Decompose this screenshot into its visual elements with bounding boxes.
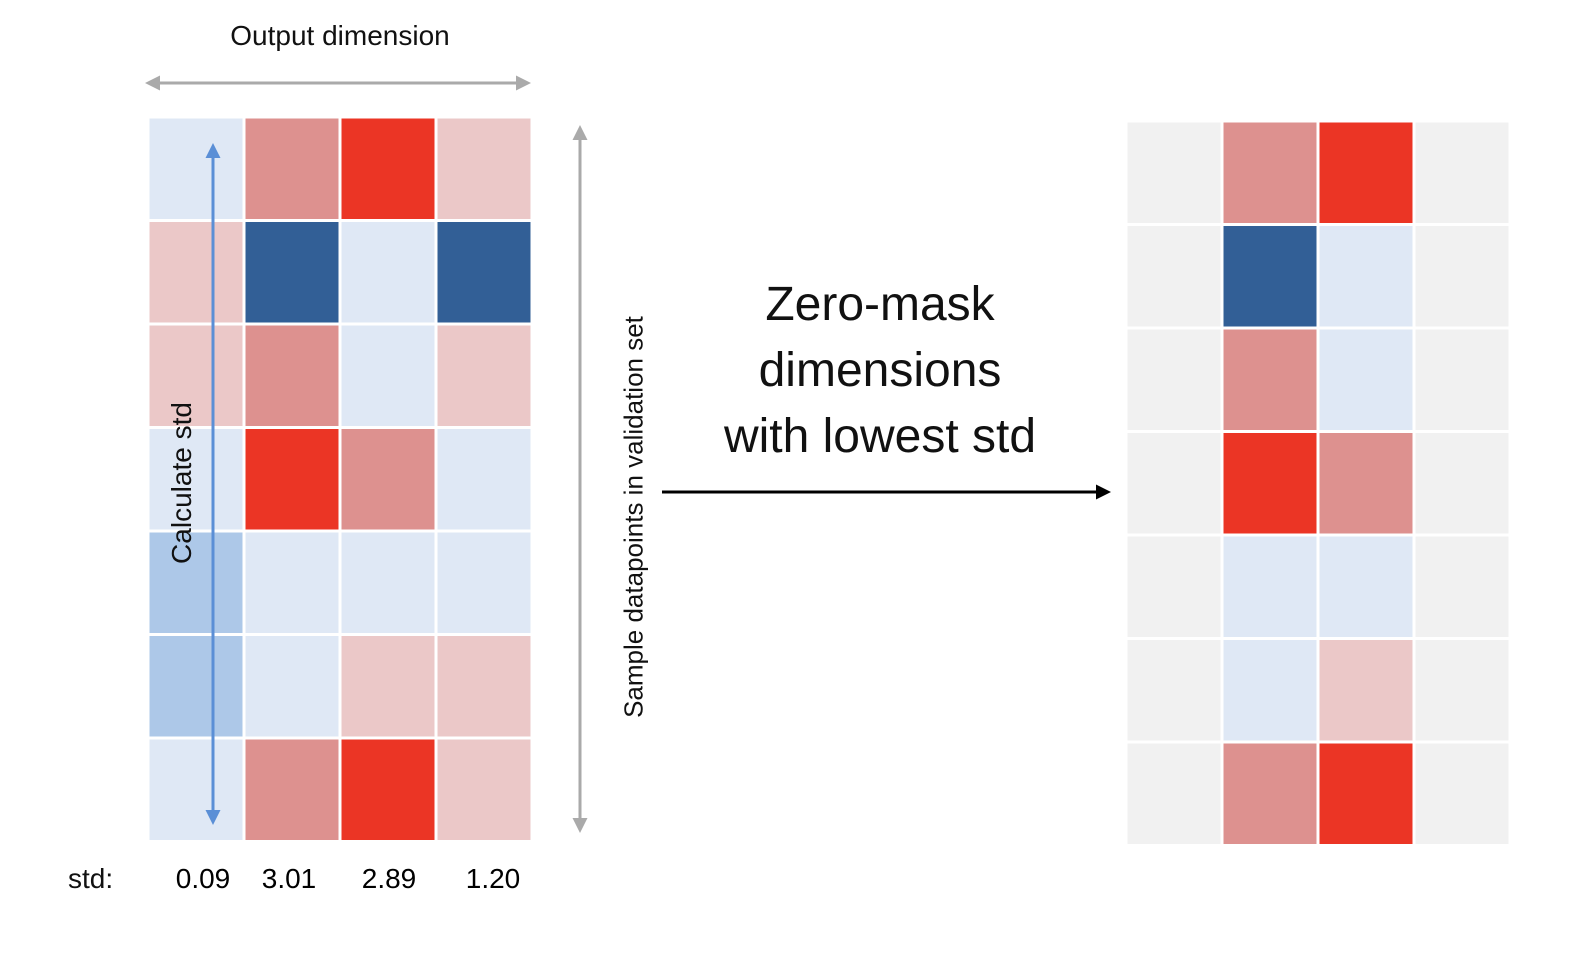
left-matrix-cell-r0-c1 (242, 115, 342, 222)
right-matrix-cell-r1-c2 (1316, 223, 1416, 330)
right-matrix-cell-r4-c1 (1220, 533, 1320, 640)
std-value-2: 2.89 (361, 863, 417, 894)
left-matrix-cell-r1-c1 (242, 219, 342, 326)
right-matrix-cell-r6-c1 (1220, 740, 1320, 847)
right-matrix-cell-r3-c1 (1220, 430, 1320, 537)
left-matrix-cell-r3-c3 (434, 426, 534, 533)
left-matrix-cell-r2-c1 (242, 322, 342, 429)
right-matrix-cell-r6-c2 (1316, 740, 1416, 847)
left-matrix-cell-r0-c0 (146, 115, 246, 222)
left-matrix-cell-r4-c1 (242, 529, 342, 636)
right-matrix-cell-r0-c0 (1124, 119, 1224, 226)
right-matrix (1124, 119, 1512, 847)
left-matrix-cell-r5-c0 (146, 633, 246, 740)
right-matrix-cell-r2-c2 (1316, 326, 1416, 433)
output-dimension-label: Output dimension (230, 20, 450, 51)
left-matrix-cell-r2-c3 (434, 322, 534, 429)
right-matrix-cell-r2-c3 (1412, 326, 1512, 433)
zero-mask-label-line-2: dimensions (758, 344, 1002, 397)
right-matrix-cell-r4-c3 (1412, 533, 1512, 640)
left-matrix-cell-r5-c1 (242, 633, 342, 740)
right-matrix-cell-r5-c2 (1316, 637, 1416, 744)
right-matrix-cell-r5-c3 (1412, 637, 1512, 744)
left-matrix-cell-r6-c3 (434, 736, 534, 843)
sample-axis-label: Sample datapoints in validation set (618, 316, 649, 718)
right-matrix-cell-r0-c3 (1412, 119, 1512, 226)
right-matrix-cell-r3-c0 (1124, 430, 1224, 537)
std-prefix-label: std: (68, 863, 114, 894)
left-matrix-cell-r4-c3 (434, 529, 534, 636)
right-matrix-cell-r1-c1 (1220, 223, 1320, 330)
right-matrix-cell-r5-c0 (1124, 637, 1224, 744)
left-matrix-cell-r1-c3 (434, 219, 534, 326)
zero-mask-label-line-1: Zero-mask (765, 278, 995, 331)
left-matrix-cell-r0-c3 (434, 115, 534, 222)
calculate-std-label: Calculate std (166, 402, 197, 564)
right-matrix-cell-r0-c2 (1316, 119, 1416, 226)
right-matrix-cell-r0-c1 (1220, 119, 1320, 226)
left-matrix-cell-r2-c2 (338, 322, 438, 429)
right-matrix-cell-r1-c3 (1412, 223, 1512, 330)
left-matrix-cell-r4-c2 (338, 529, 438, 636)
right-matrix-cell-r5-c1 (1220, 637, 1320, 744)
left-matrix-cell-r5-c3 (434, 633, 534, 740)
std-value-3: 1.20 (465, 863, 521, 894)
left-matrix-cell-r1-c2 (338, 219, 438, 326)
left-matrix-cell-r6-c1 (242, 736, 342, 843)
std-value-0: 0.09 (175, 863, 231, 894)
left-matrix-cell-r5-c2 (338, 633, 438, 740)
left-matrix-cell-r1-c0 (146, 219, 246, 326)
left-matrix (146, 115, 534, 843)
right-matrix-cell-r6-c3 (1412, 740, 1512, 847)
left-matrix-cell-r2-c0 (146, 322, 246, 429)
right-matrix-cell-r4-c0 (1124, 533, 1224, 640)
zero-mask-label-line-3: with lowest std (723, 410, 1037, 463)
right-matrix-cell-r3-c3 (1412, 430, 1512, 537)
right-matrix-cell-r4-c2 (1316, 533, 1416, 640)
right-matrix-cell-r2-c0 (1124, 326, 1224, 433)
right-matrix-cell-r2-c1 (1220, 326, 1320, 433)
left-matrix-cell-r0-c2 (338, 115, 438, 222)
left-matrix-cell-r6-c2 (338, 736, 438, 843)
right-matrix-cell-r3-c2 (1316, 430, 1416, 537)
zero-mask-label: Zero-mask dimensions with lowest std (680, 272, 1080, 470)
right-matrix-cell-r1-c0 (1124, 223, 1224, 330)
right-matrix-cell-r6-c0 (1124, 740, 1224, 847)
left-matrix-cell-r3-c1 (242, 426, 342, 533)
std-value-1: 3.01 (261, 863, 317, 894)
left-matrix-cell-r3-c2 (338, 426, 438, 533)
left-matrix-cell-r6-c0 (146, 736, 246, 843)
left-matrix-cell-r3-c0 (146, 426, 246, 533)
